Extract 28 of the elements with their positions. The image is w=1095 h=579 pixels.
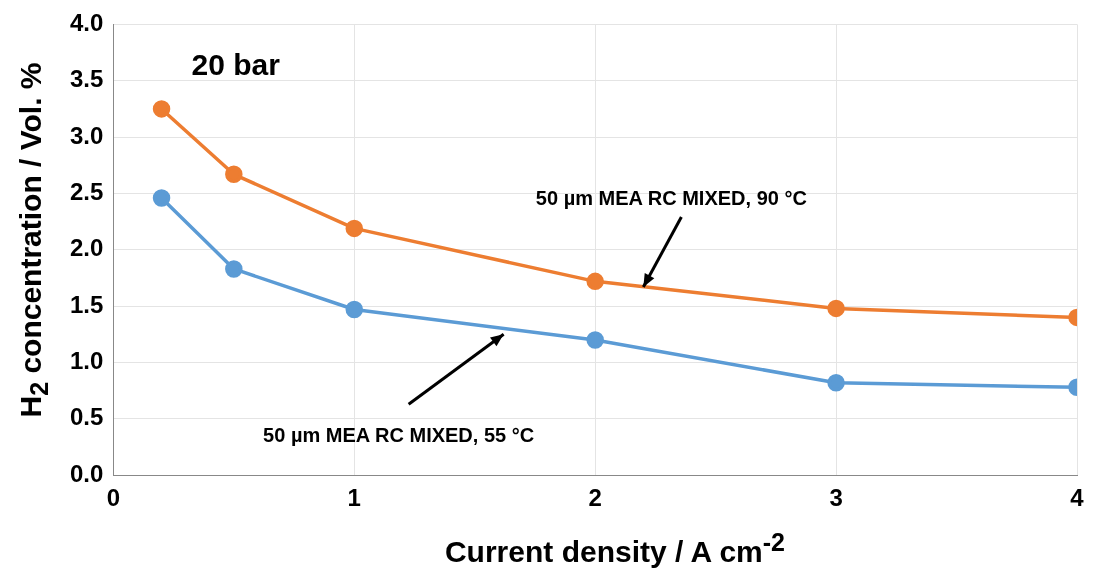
- x-axis-title: Current density / A cm$^{-2}$: [443, 528, 787, 569]
- x-tick-label: 3: [829, 484, 843, 512]
- point: [225, 165, 243, 184]
- point: [586, 331, 604, 349]
- point: [152, 189, 171, 207]
- annotation: 50 µm MEA RC MIXED, 55 °C: [263, 423, 535, 446]
- y-tick-label: 3.0: [69, 121, 104, 149]
- x-tick-label: 1: [347, 484, 361, 512]
- point: [345, 300, 364, 319]
- y-tick-label: 2.0: [69, 234, 104, 262]
- y-tick-label: 2.5: [69, 178, 104, 206]
- y-tick-label: 1.5: [69, 290, 104, 318]
- point: [827, 374, 845, 392]
- y-tick-label: 3.5: [69, 65, 104, 93]
- point: [586, 272, 604, 291]
- annotation: 50 µm MEA RC MIXED, 90 °C: [535, 186, 807, 209]
- point: [225, 260, 243, 278]
- y-tick-label: 0.0: [69, 459, 104, 487]
- x-tick-label: 2: [588, 484, 602, 512]
- annotation: 20 bar: [191, 47, 281, 81]
- y-tick-label: 0.5: [69, 403, 104, 431]
- point: [345, 219, 364, 238]
- y-tick-label: 4.0: [69, 9, 104, 37]
- point: [827, 299, 845, 318]
- x-tick-label: 0: [106, 484, 121, 512]
- y-tick-label: 1.0: [69, 347, 104, 375]
- x-tick-label: 4: [1070, 484, 1085, 512]
- point: [152, 100, 171, 118]
